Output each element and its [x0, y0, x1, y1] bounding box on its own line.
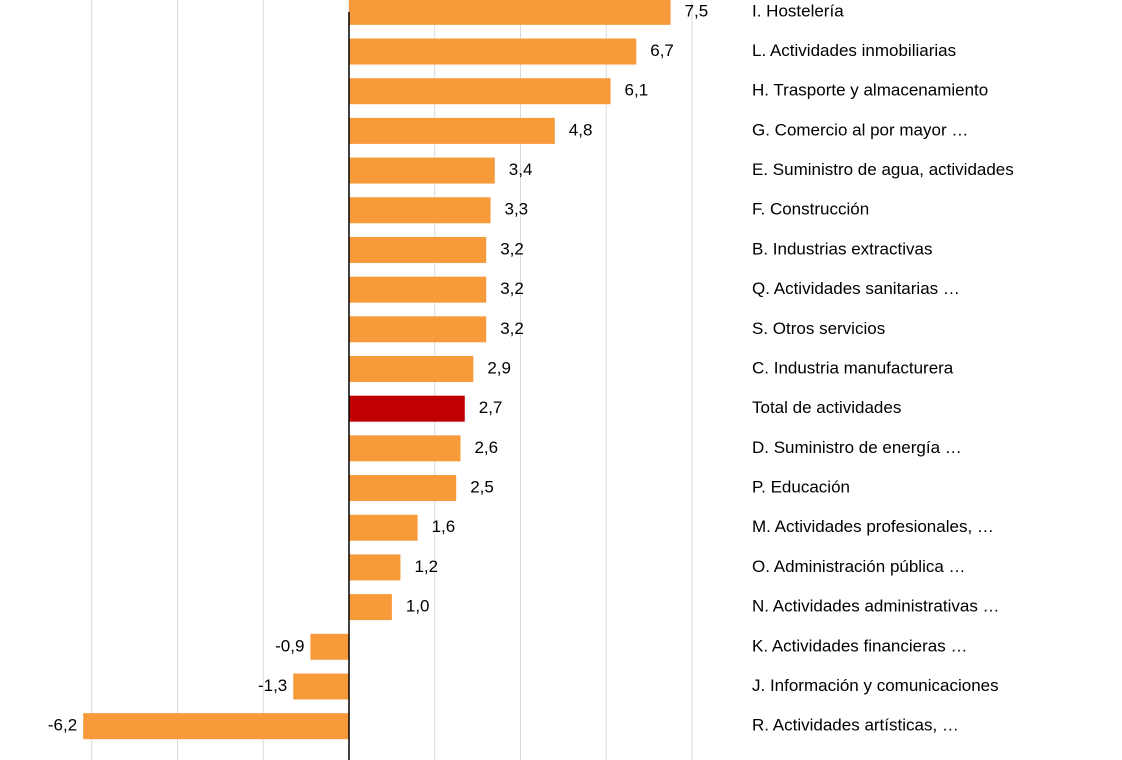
bar [349, 435, 461, 462]
category-label: R. Actividades artísticas, … [752, 716, 959, 735]
category-label: P. Educación [752, 478, 850, 497]
bar [349, 356, 474, 382]
value-label: 1,6 [432, 517, 456, 536]
bar [349, 594, 392, 621]
bar [349, 236, 487, 263]
bar [349, 0, 671, 25]
value-label: 3,2 [500, 319, 524, 338]
bar [349, 554, 401, 581]
category-label: Q. Actividades sanitarias … [752, 279, 960, 298]
bar [349, 197, 491, 224]
value-label: 4,8 [569, 120, 593, 139]
category-label: F. Construcción [752, 200, 869, 219]
bar [349, 276, 487, 303]
category-label: S. Otros servicios [752, 319, 885, 338]
bar [349, 316, 487, 343]
value-label: 1,0 [406, 597, 430, 616]
value-label: -1,3 [258, 676, 287, 695]
bar [349, 38, 637, 65]
category-label: H. Trasporte y almacenamiento [752, 81, 988, 100]
bar [349, 395, 465, 422]
category-label: D. Suministro de energía … [752, 438, 962, 457]
category-label: N. Actividades administrativas … [752, 597, 1000, 616]
bar [349, 78, 611, 105]
bar [349, 157, 495, 184]
category-label: J. Información y comunicaciones [752, 676, 999, 695]
category-label: B. Industrias extractivas [752, 239, 932, 258]
value-label: 1,2 [414, 557, 438, 576]
value-label: 7,5 [685, 1, 709, 20]
category-label: Total de actividades [752, 398, 901, 417]
category-label: C. Industria manufacturera [752, 358, 954, 377]
value-label: 6,1 [625, 81, 649, 100]
bar [83, 713, 350, 740]
value-label: 6,7 [650, 41, 674, 60]
bar [349, 475, 457, 502]
category-label: I. Hostelería [752, 1, 844, 20]
value-label: 2,7 [479, 398, 503, 417]
value-label: 3,2 [500, 279, 524, 298]
category-label: O. Administración pública … [752, 557, 966, 576]
category-label: L. Actividades inmobiliarias [752, 41, 956, 60]
bar [349, 117, 555, 144]
value-label: -6,2 [48, 716, 77, 735]
category-label: K. Actividades financieras … [752, 636, 967, 655]
bar [349, 514, 418, 541]
value-label: -0,9 [275, 636, 304, 655]
bar [293, 673, 349, 700]
value-label: 3,3 [504, 200, 528, 219]
value-label: 2,9 [487, 358, 511, 377]
category-label: M. Actividades profesionales, … [752, 517, 994, 536]
bar [310, 633, 349, 660]
value-label: 2,5 [470, 478, 494, 497]
category-label: E. Suministro de agua, actividades [752, 160, 1014, 179]
value-label: 2,6 [474, 438, 498, 457]
value-label: 3,2 [500, 239, 524, 258]
value-label: 3,4 [509, 160, 533, 179]
category-label: G. Comercio al por mayor … [752, 120, 968, 139]
